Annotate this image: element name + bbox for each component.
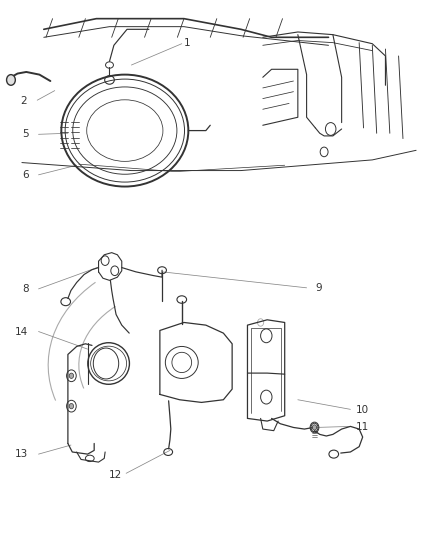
Text: 2: 2 xyxy=(21,96,27,106)
Circle shape xyxy=(7,75,15,85)
Text: 8: 8 xyxy=(22,284,28,294)
Text: 9: 9 xyxy=(315,283,322,293)
Circle shape xyxy=(69,403,74,409)
Text: 10: 10 xyxy=(356,406,369,415)
Text: 5: 5 xyxy=(22,130,28,139)
Text: 1: 1 xyxy=(184,38,191,47)
Circle shape xyxy=(69,373,74,378)
Text: 12: 12 xyxy=(109,471,122,480)
Circle shape xyxy=(312,425,317,430)
Text: 6: 6 xyxy=(22,170,28,180)
Text: 14: 14 xyxy=(15,327,28,336)
Text: 13: 13 xyxy=(15,449,28,459)
Text: 11: 11 xyxy=(356,423,369,432)
